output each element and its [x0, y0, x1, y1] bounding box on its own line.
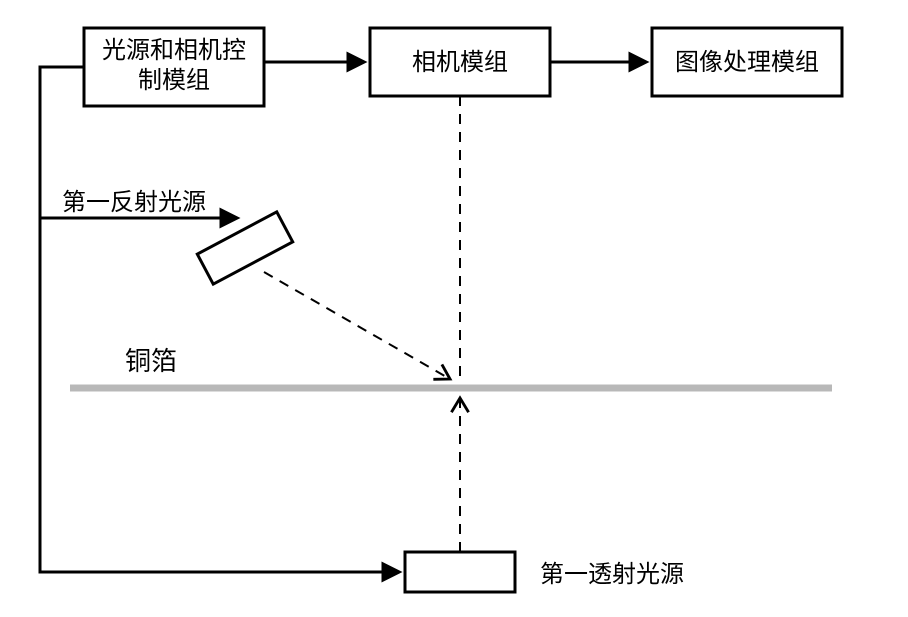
copper-foil-label: 铜箔: [125, 347, 177, 376]
reflect-light-box: [197, 212, 292, 284]
trans-light-box: [405, 552, 515, 592]
reflect-light-label: 第一反射光源: [62, 189, 206, 216]
camera-module-box: 相机模组: [370, 28, 550, 96]
camera-module-label: 相机模组: [412, 49, 508, 76]
trans-light-label: 第一透射光源: [540, 561, 684, 588]
dashed-reflect-to-foil: [264, 272, 450, 379]
image-module-label: 图像处理模组: [675, 49, 819, 76]
control-module-label-1: 光源和相机控: [102, 37, 246, 64]
control-module-label-2: 制模组: [138, 67, 210, 94]
image-module-box: 图像处理模组: [652, 28, 842, 96]
control-module-box: 光源和相机控 制模组: [84, 28, 264, 106]
